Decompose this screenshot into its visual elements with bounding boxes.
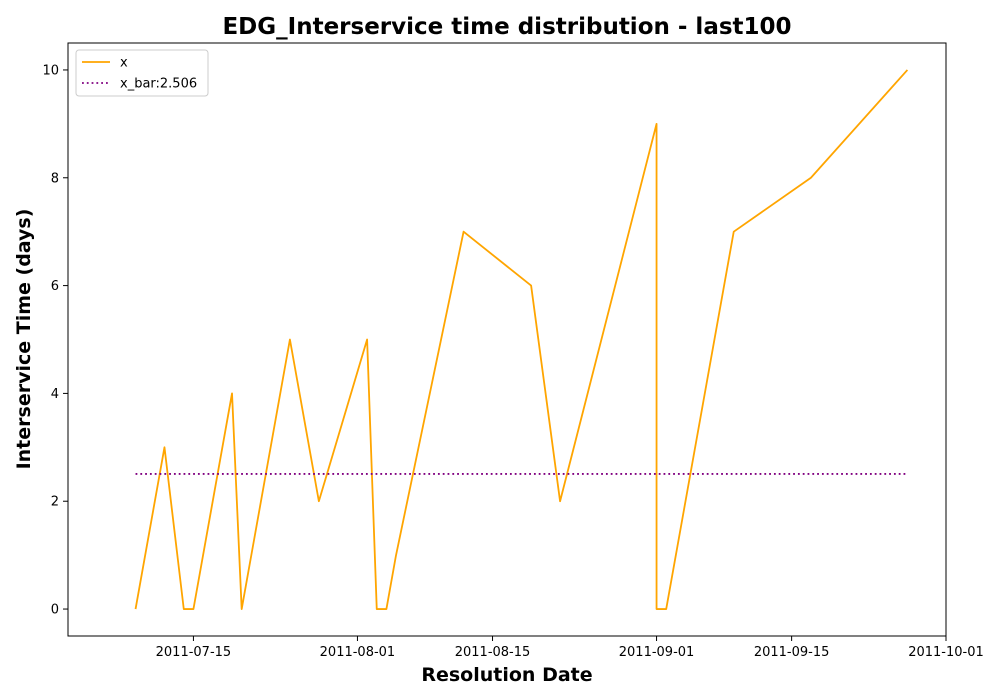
y-tick-label: 4 — [51, 387, 59, 402]
y-tick-label: 0 — [51, 603, 59, 618]
y-axis-label: Interservice Time (days) — [13, 209, 35, 470]
x-tick-label: 2011-10-01 — [908, 645, 984, 660]
plot-frame — [67, 42, 947, 637]
y-tick-label: 2 — [51, 495, 59, 510]
y-tick-label: 6 — [51, 279, 59, 294]
x-tick-label: 2011-07-15 — [156, 645, 232, 660]
chart-title: EDG_Interservice time distribution - las… — [222, 14, 791, 40]
x-tick-label: 2011-09-15 — [754, 645, 830, 660]
y-tick-label: 10 — [42, 63, 59, 78]
x-tick-label: 2011-08-15 — [455, 645, 531, 660]
y-tick-label: 8 — [51, 171, 59, 186]
legend-label: x_bar:2.506 — [120, 77, 197, 92]
x-tick-label: 2011-08-01 — [320, 645, 396, 660]
x-axis-label: Resolution Date — [421, 664, 592, 686]
legend-label: x — [120, 56, 128, 71]
x-tick-label: 2011-09-01 — [619, 645, 695, 660]
plot-area: 2011-07-15 2011-08-01 2011-08-15 2011-09-01… — [42, 42, 984, 660]
series-line-x — [134, 69, 909, 610]
